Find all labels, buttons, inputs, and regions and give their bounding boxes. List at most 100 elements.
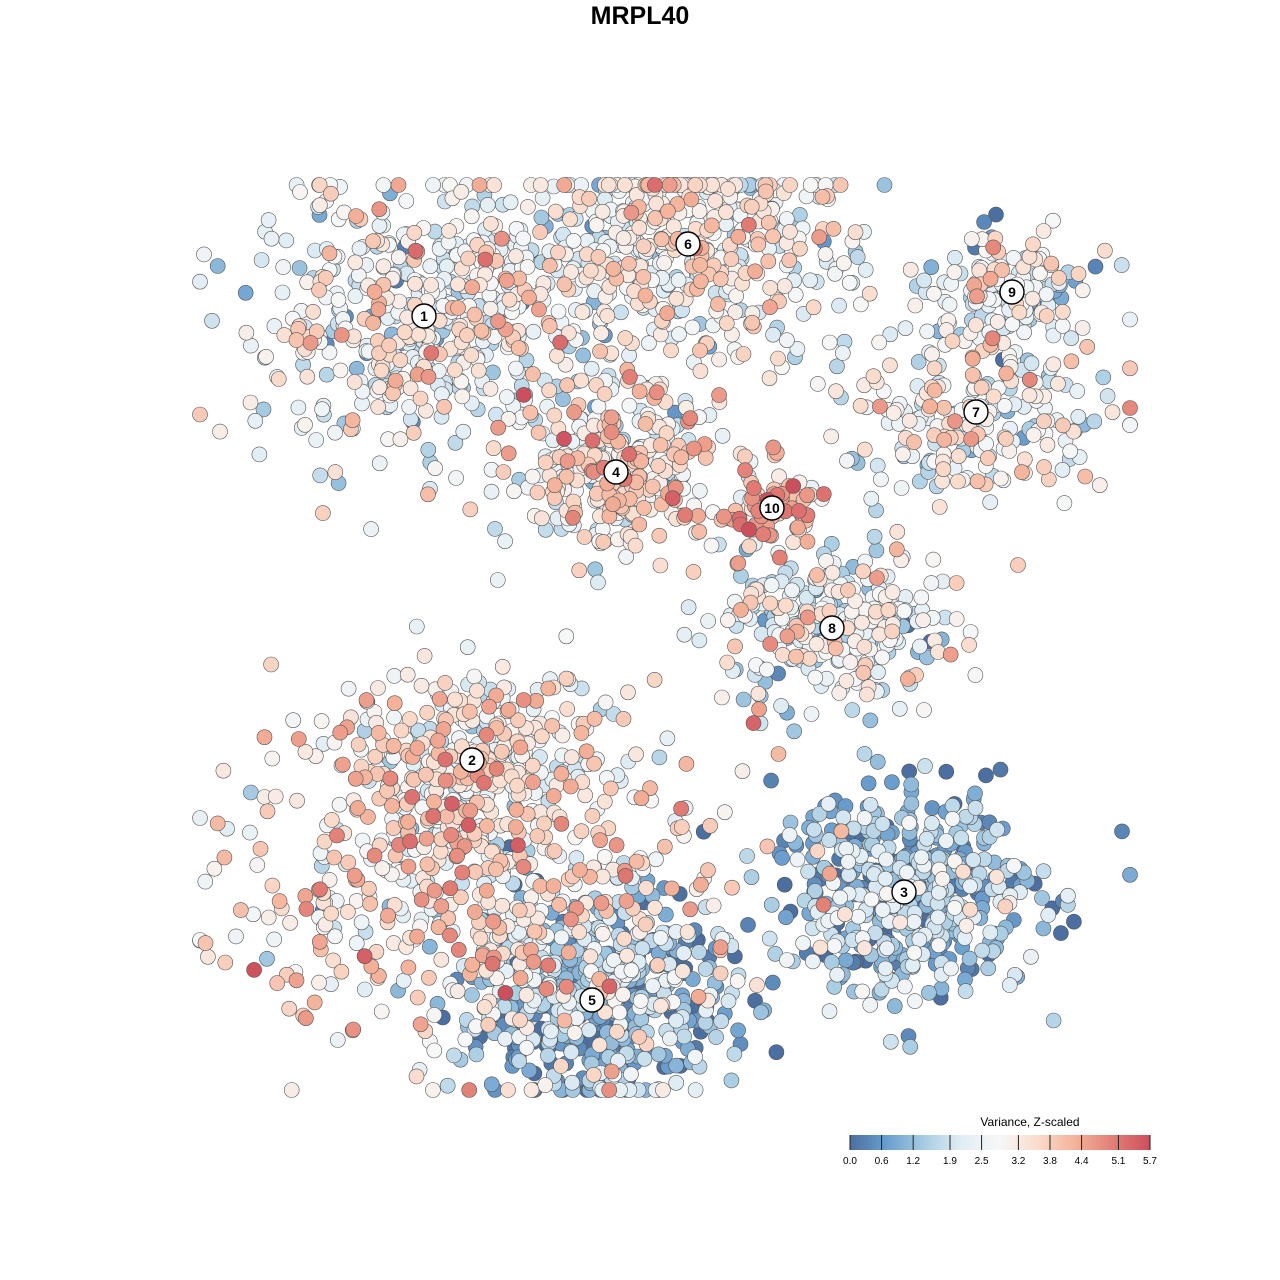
scatter-point [1074,282,1091,299]
scatter-point [312,881,328,898]
scatter-point [515,858,532,875]
scatter-point [462,802,479,819]
scatter-point [809,376,826,392]
scatter-point [611,1004,628,1021]
scatter-point [862,712,879,729]
scatter-point [407,242,424,259]
scatter-point [1035,920,1052,937]
scatter-point [784,582,800,599]
scatter-point [263,656,279,673]
scatter-point [1017,451,1033,468]
scatter-point [893,480,910,496]
scatter-point [486,177,502,193]
scatter-point [950,473,966,490]
scatter-point [807,883,823,899]
scatter-point [442,880,459,897]
scatter-point [422,258,439,275]
scatter-point [395,972,412,989]
scatter-point [538,981,555,997]
scatter-point [573,823,590,840]
scatter-point [856,746,873,762]
scatter-point [877,870,894,887]
scatter-point [663,880,680,897]
scatter-point [426,1007,443,1023]
scatter-point [741,521,757,538]
scatter-point [599,308,616,324]
scatter-point [532,224,548,240]
scatter-point [1045,1012,1062,1029]
scatter-point [623,962,640,979]
scatter-point [1087,258,1104,275]
scatter-point [992,761,1009,778]
scatter-point [574,304,591,320]
scatter-point [601,1082,618,1098]
scatter-point [1038,308,1055,324]
scatter-point [936,399,952,416]
scatter-point [396,324,413,341]
scatter-point [564,1074,581,1091]
scatter-point [327,424,343,441]
scatter-point [705,897,722,914]
scatter-point [544,718,561,734]
scatter-point [755,526,772,543]
scatter-point [982,270,999,287]
scatter-point [882,357,898,374]
scatter-point [1014,464,1030,481]
scatter-point [421,969,437,986]
scatter-point [675,945,692,962]
scatter-point [727,638,743,655]
scatter-point [691,632,708,649]
scatter-point [463,208,480,225]
scatter-point [392,431,409,448]
scatter-point [631,1029,647,1045]
scatter-point [402,833,418,850]
scatter-point [573,725,590,741]
scatter-point [896,978,913,995]
scatter-point [413,677,430,694]
scatter-point [489,572,506,588]
scatter-point [423,345,440,361]
scatter-point [895,446,911,463]
scatter-point [902,261,919,278]
scatter-point [882,1034,899,1050]
cluster-label: 2 [459,747,485,773]
scatter-point [1039,436,1056,453]
scatter-point [942,646,959,663]
scatter-point [762,595,779,612]
scatter-point [608,837,625,853]
scatter-point [661,177,678,193]
scatter-point [976,214,992,230]
scatter-point [779,628,796,645]
scatter-point [558,628,575,645]
scatter-point [290,731,307,747]
scatter-point [433,898,450,915]
scatter-point [386,695,403,712]
scatter-point [518,1040,535,1056]
scatter-point [978,767,994,784]
scatter-point [885,405,902,421]
scatter-point [961,950,978,967]
scatter-point [896,603,912,619]
scatter-point [430,732,446,749]
cluster-label: 4 [603,459,629,485]
scatter-point [400,813,416,830]
colorbar-tick-label: 0.6 [875,1156,889,1167]
scatter-point [686,440,702,457]
scatter-point [423,277,439,293]
scatter-point [552,334,569,351]
scatter-point [884,623,900,640]
scatter-point [924,800,941,816]
scatter-point [899,864,915,881]
scatter-point [856,810,873,826]
scatter-point [209,258,226,274]
scatter-point [515,230,532,247]
scatter-point [468,1046,485,1063]
scatter-point [366,283,383,300]
cluster-label: 7 [963,399,989,425]
scatter-point [637,287,654,304]
scatter-point [454,388,471,405]
scatter-point [821,865,838,882]
scatter-point [617,867,634,884]
scatter-point [964,367,981,383]
scatter-point [926,360,943,377]
